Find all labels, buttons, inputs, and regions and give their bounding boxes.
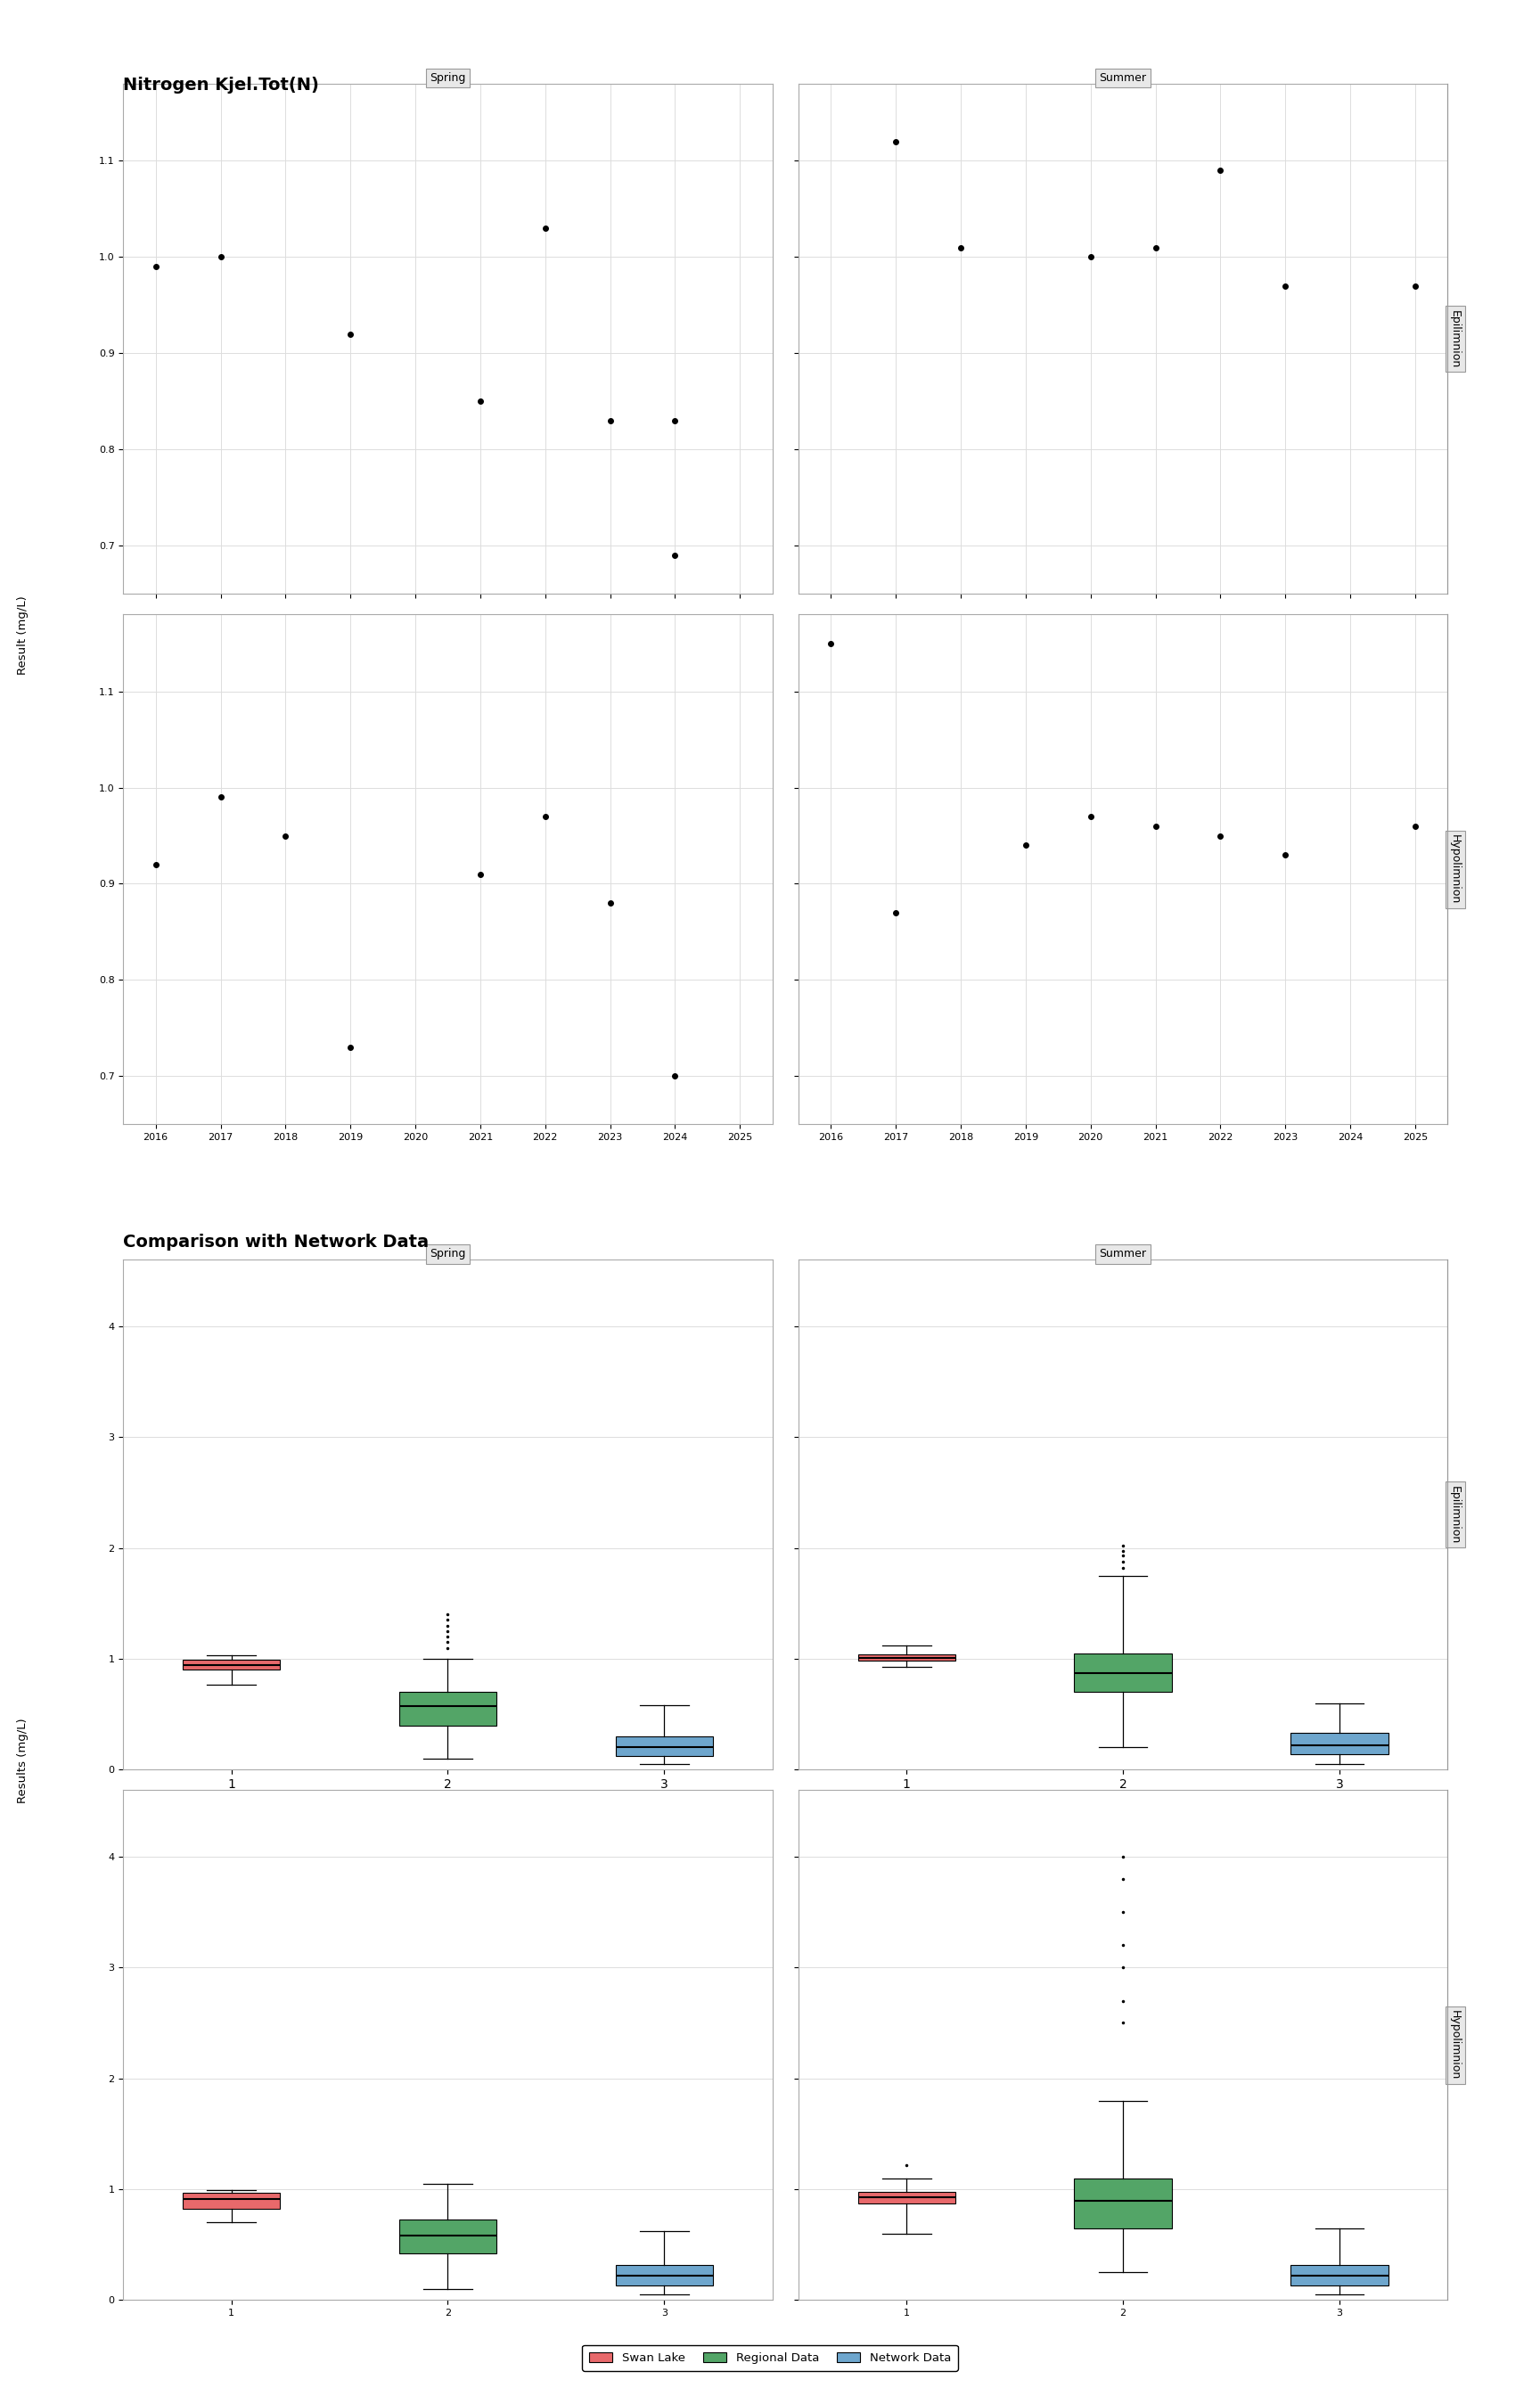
Point: [1078, 237, 1103, 276]
Point: [1403, 807, 1428, 846]
PathPatch shape: [399, 2219, 496, 2255]
Point: [1013, 827, 1038, 865]
Point: [143, 846, 168, 884]
Point: [819, 623, 844, 661]
Point: [533, 798, 557, 836]
Text: Nitrogen Kjel.Tot(N): Nitrogen Kjel.Tot(N): [123, 77, 319, 93]
Point: [662, 537, 687, 575]
Point: [884, 894, 909, 932]
PathPatch shape: [858, 1653, 955, 1660]
Point: [598, 884, 622, 922]
Title: Summer: Summer: [1100, 72, 1147, 84]
PathPatch shape: [858, 2192, 955, 2204]
PathPatch shape: [1075, 2178, 1172, 2228]
Point: [1207, 817, 1232, 855]
PathPatch shape: [183, 2192, 280, 2209]
Y-axis label: Epilimnion: Epilimnion: [1449, 1486, 1461, 1543]
Text: Result (mg/L): Result (mg/L): [17, 594, 29, 676]
Point: [1143, 807, 1167, 846]
PathPatch shape: [1291, 2264, 1388, 2286]
Point: [949, 228, 973, 266]
Title: Spring: Spring: [430, 1248, 465, 1260]
PathPatch shape: [183, 1660, 280, 1670]
Point: [143, 247, 168, 285]
Point: [884, 122, 909, 161]
Point: [533, 208, 557, 247]
Point: [662, 403, 687, 441]
Point: [273, 817, 297, 855]
PathPatch shape: [1291, 1732, 1388, 1754]
Legend: Swan Lake, Regional Data, Network Data: Swan Lake, Regional Data, Network Data: [582, 2346, 958, 2372]
Point: [1207, 151, 1232, 189]
Point: [1274, 836, 1298, 875]
Point: [468, 855, 493, 894]
PathPatch shape: [1075, 1653, 1172, 1692]
Point: [339, 1028, 363, 1066]
Title: Summer: Summer: [1100, 1248, 1147, 1260]
Point: [1403, 266, 1428, 304]
Y-axis label: Hypolimnion: Hypolimnion: [1449, 834, 1461, 903]
Text: Comparison with Network Data: Comparison with Network Data: [123, 1234, 430, 1251]
Text: Results (mg/L): Results (mg/L): [17, 1718, 29, 1804]
Point: [1143, 228, 1167, 266]
Point: [1078, 798, 1103, 836]
Point: [208, 237, 233, 276]
PathPatch shape: [399, 1692, 496, 1725]
Point: [208, 779, 233, 817]
Point: [339, 314, 363, 352]
PathPatch shape: [616, 2264, 713, 2286]
Point: [598, 403, 622, 441]
PathPatch shape: [616, 1737, 713, 1756]
Title: Spring: Spring: [430, 72, 465, 84]
Y-axis label: Hypolimnion: Hypolimnion: [1449, 2010, 1461, 2080]
Y-axis label: Epilimnion: Epilimnion: [1449, 309, 1461, 369]
Point: [662, 1057, 687, 1095]
Point: [468, 383, 493, 422]
Point: [1274, 266, 1298, 304]
